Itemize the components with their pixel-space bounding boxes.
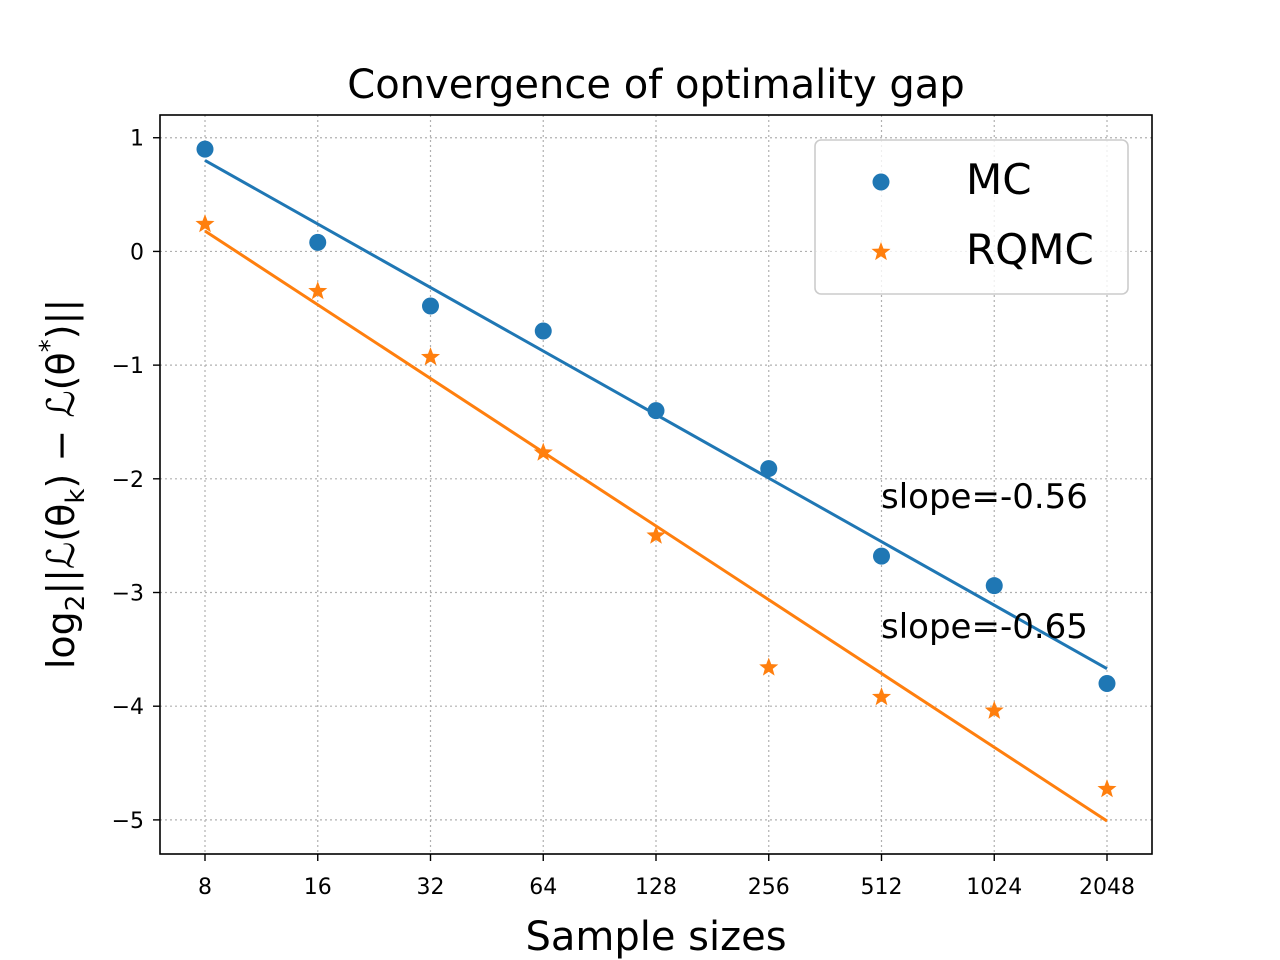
x-tick-label: 32 (417, 875, 445, 900)
legend-label-mc: MC (966, 155, 1032, 204)
y-tick-label: −1 (112, 354, 144, 379)
x-tick-label: 512 (861, 875, 903, 900)
point-mc (309, 233, 327, 251)
x-tick-label: 16 (304, 875, 332, 900)
x-tick-label: 1024 (966, 875, 1022, 900)
axis-ticks: 8 16 32 64 128 256 512 1024 2048 1 0 −1 −2 −3 −4 −5 (112, 127, 1135, 900)
point-rqmc (871, 687, 892, 706)
legend-markers (871, 173, 891, 261)
data-points (195, 140, 1117, 798)
x-tick-label: 64 (529, 875, 557, 900)
point-rqmc (195, 214, 215, 233)
point-rqmc (1097, 779, 1117, 798)
x-axis-label: Sample sizes (525, 914, 786, 960)
y-tick-label: −3 (112, 582, 144, 607)
y-tick-label: −5 (112, 809, 144, 834)
legend: MC RQMC (814, 139, 1129, 295)
point-rqmc (984, 700, 1004, 719)
grid-layer (160, 115, 1152, 854)
legend-marker-rqmc (871, 242, 891, 261)
y-tick-label: −4 (112, 695, 144, 720)
point-mc (196, 140, 214, 158)
chart-title: Convergence of optimality gap (347, 62, 964, 108)
point-mc (985, 577, 1003, 595)
x-tick-label: 128 (635, 875, 677, 900)
point-mc (422, 297, 439, 315)
point-mc (760, 460, 778, 478)
legend-marker-mc (872, 173, 890, 191)
annotation-rqmc-slope: slope=-0.65 (881, 607, 1088, 647)
x-tick-label: 2048 (1079, 875, 1135, 900)
y-axis-label: log2||ℒ(θk) − ℒ(θ*)|| (35, 299, 91, 669)
point-rqmc (533, 442, 553, 461)
point-mc (534, 322, 552, 340)
point-mc (873, 547, 890, 565)
y-tick-label: −2 (112, 468, 144, 493)
point-rqmc (759, 657, 779, 676)
legend-label-rqmc: RQMC (966, 225, 1094, 274)
x-tick-label: 256 (748, 875, 790, 900)
point-mc (647, 402, 665, 420)
point-rqmc (646, 525, 666, 544)
annotation-mc-slope: slope=-0.56 (881, 477, 1088, 517)
y-tick-label: 0 (130, 240, 144, 265)
legend-box (814, 139, 1129, 295)
y-tick-label: 1 (130, 127, 144, 152)
point-mc (1098, 674, 1116, 692)
x-tick-label: 8 (198, 875, 212, 900)
point-rqmc (308, 281, 328, 300)
point-rqmc (420, 347, 441, 366)
